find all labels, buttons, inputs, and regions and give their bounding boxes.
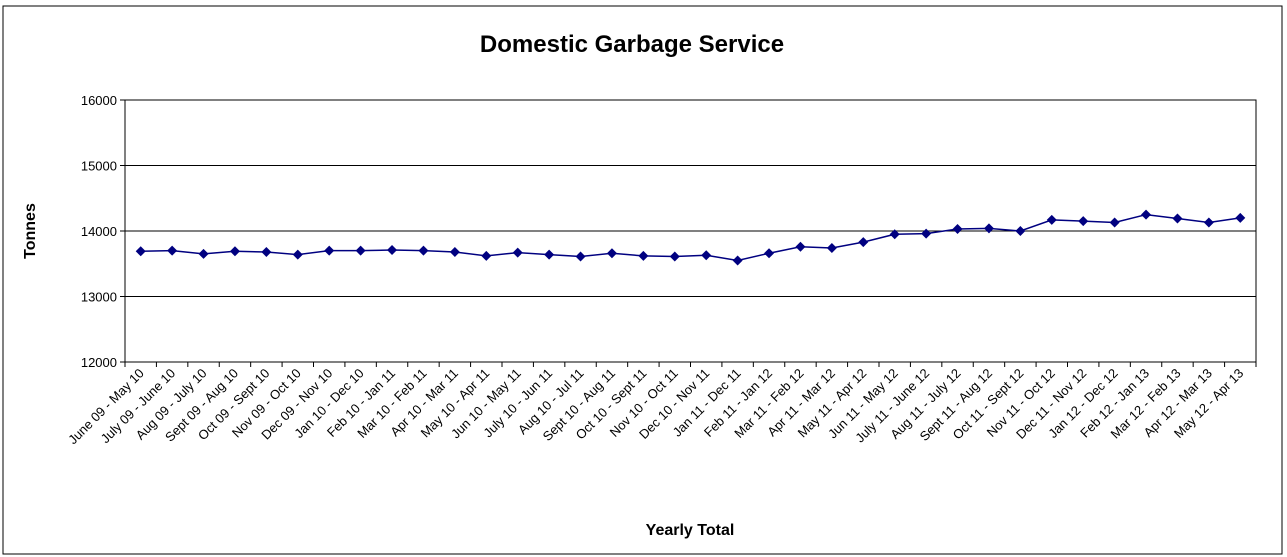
x-axis-label: Yearly Total xyxy=(646,522,735,539)
marker xyxy=(764,248,775,259)
y-tick-label: 14000 xyxy=(81,224,117,239)
chart-border xyxy=(2,5,1283,555)
marker xyxy=(1203,217,1214,228)
series-line xyxy=(140,213,1241,262)
marker xyxy=(1172,213,1183,224)
marker xyxy=(324,245,335,256)
marker xyxy=(1235,212,1246,223)
marker xyxy=(669,251,680,262)
y-tick-label: 13000 xyxy=(81,290,117,305)
marker xyxy=(449,246,460,257)
marker xyxy=(1046,214,1057,225)
marker xyxy=(167,245,178,256)
chart-title: Domestic Garbage Service xyxy=(480,31,784,58)
marker xyxy=(418,245,429,256)
marker xyxy=(387,244,398,255)
marker xyxy=(292,249,303,260)
marker xyxy=(732,255,743,266)
marker xyxy=(229,246,240,257)
marker xyxy=(606,248,617,259)
marker xyxy=(1015,226,1026,236)
marker xyxy=(921,228,932,239)
marker xyxy=(135,246,146,257)
y-tick-label: 12000 xyxy=(81,355,117,370)
marker xyxy=(1078,216,1089,227)
marker xyxy=(512,247,523,258)
marker xyxy=(638,250,649,261)
marker xyxy=(544,249,555,260)
y-tick-label: 16000 xyxy=(81,93,117,108)
marker xyxy=(952,224,963,235)
y-axis-label: Tonnes xyxy=(22,203,39,259)
marker xyxy=(858,237,869,248)
y-tick-label: 15000 xyxy=(81,159,117,174)
marker xyxy=(795,241,806,252)
marker xyxy=(826,243,837,254)
marker xyxy=(261,246,272,257)
marker xyxy=(198,248,209,259)
marker xyxy=(355,245,366,256)
marker xyxy=(1109,217,1120,228)
marker xyxy=(575,251,586,262)
marker xyxy=(481,250,492,261)
marker xyxy=(983,223,994,234)
marker xyxy=(889,229,900,240)
marker xyxy=(701,250,712,261)
marker xyxy=(1141,209,1152,220)
